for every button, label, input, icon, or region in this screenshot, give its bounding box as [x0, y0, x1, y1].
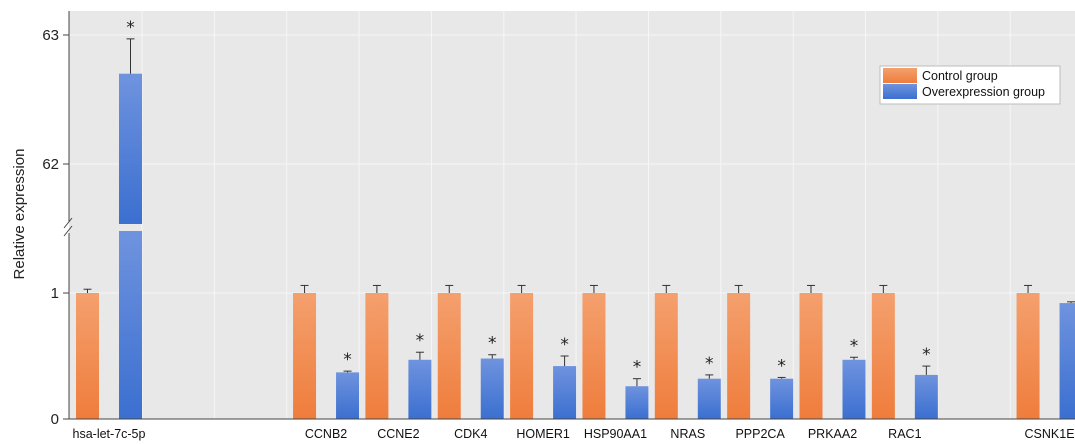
axes [63, 11, 1075, 420]
legend-label: Control group [922, 69, 998, 83]
bar [510, 293, 534, 419]
bar [365, 293, 389, 419]
axis-break-mark [63, 217, 73, 229]
significance-star: * [343, 350, 352, 370]
x-tick-label: HSP90AA1 [584, 427, 647, 441]
x-tick-label: PPP2CA [735, 427, 785, 441]
significance-star: * [126, 18, 135, 38]
bar [437, 293, 461, 419]
bar [553, 366, 577, 419]
x-tick-label: PRKAA2 [808, 427, 857, 441]
y-tick-label: 62 [42, 156, 59, 173]
bar [1059, 303, 1075, 419]
y-tick-label: 63 [42, 27, 59, 44]
axis-break-mark [63, 225, 73, 237]
x-tick-label: NRAS [670, 427, 705, 441]
y-axis-title: Relative expression [11, 149, 28, 280]
bars: * * * * * * * * * * [76, 18, 1075, 419]
significance-star: * [850, 336, 859, 356]
x-tick-label: CCNE2 [377, 427, 419, 441]
bar [1016, 293, 1040, 419]
legend-label: Overexpression group [922, 85, 1045, 99]
y-tick-label: 0 [51, 411, 59, 428]
significance-star: * [777, 356, 786, 376]
legend-swatch [883, 84, 917, 99]
bar-upper-segment [119, 73, 142, 224]
x-tick-label: CDK4 [454, 427, 487, 441]
x-tick-label: hsa-let-7c-5p [73, 427, 146, 441]
bar [697, 378, 721, 419]
bar [76, 293, 99, 419]
bar [480, 358, 504, 419]
x-tick-label: HOMER1 [516, 427, 570, 441]
x-tick-label: CSNK1E [1025, 427, 1075, 441]
significance-star: * [633, 358, 642, 378]
x-axis-labels: hsa-let-7c-5p CCNB2 CCNE2 CDK4 HOMER1 HSP90AA… [73, 427, 1075, 441]
bar [408, 359, 432, 419]
bar [293, 293, 317, 419]
bar [799, 293, 823, 419]
x-tick-label: RAC1 [888, 427, 921, 441]
significance-star: * [416, 331, 425, 351]
legend: Control group Overexpression group [879, 65, 1061, 105]
x-tick-label: CCNB2 [305, 427, 347, 441]
bar [336, 372, 360, 419]
y-axis-ticks: 0 1 62 63 [42, 27, 69, 428]
bar [842, 359, 866, 419]
bar [654, 293, 678, 419]
bar [625, 386, 649, 419]
bar-lower-segment [119, 231, 142, 419]
bar [727, 293, 751, 419]
y-tick-label: 1 [51, 285, 59, 302]
bar [914, 374, 938, 419]
bar [770, 378, 794, 419]
significance-star: * [488, 334, 497, 354]
significance-star: * [922, 345, 931, 365]
significance-star: * [560, 335, 569, 355]
significance-star: * [705, 354, 714, 374]
bar [871, 293, 895, 419]
legend-swatch [883, 68, 917, 83]
bar [582, 293, 606, 419]
